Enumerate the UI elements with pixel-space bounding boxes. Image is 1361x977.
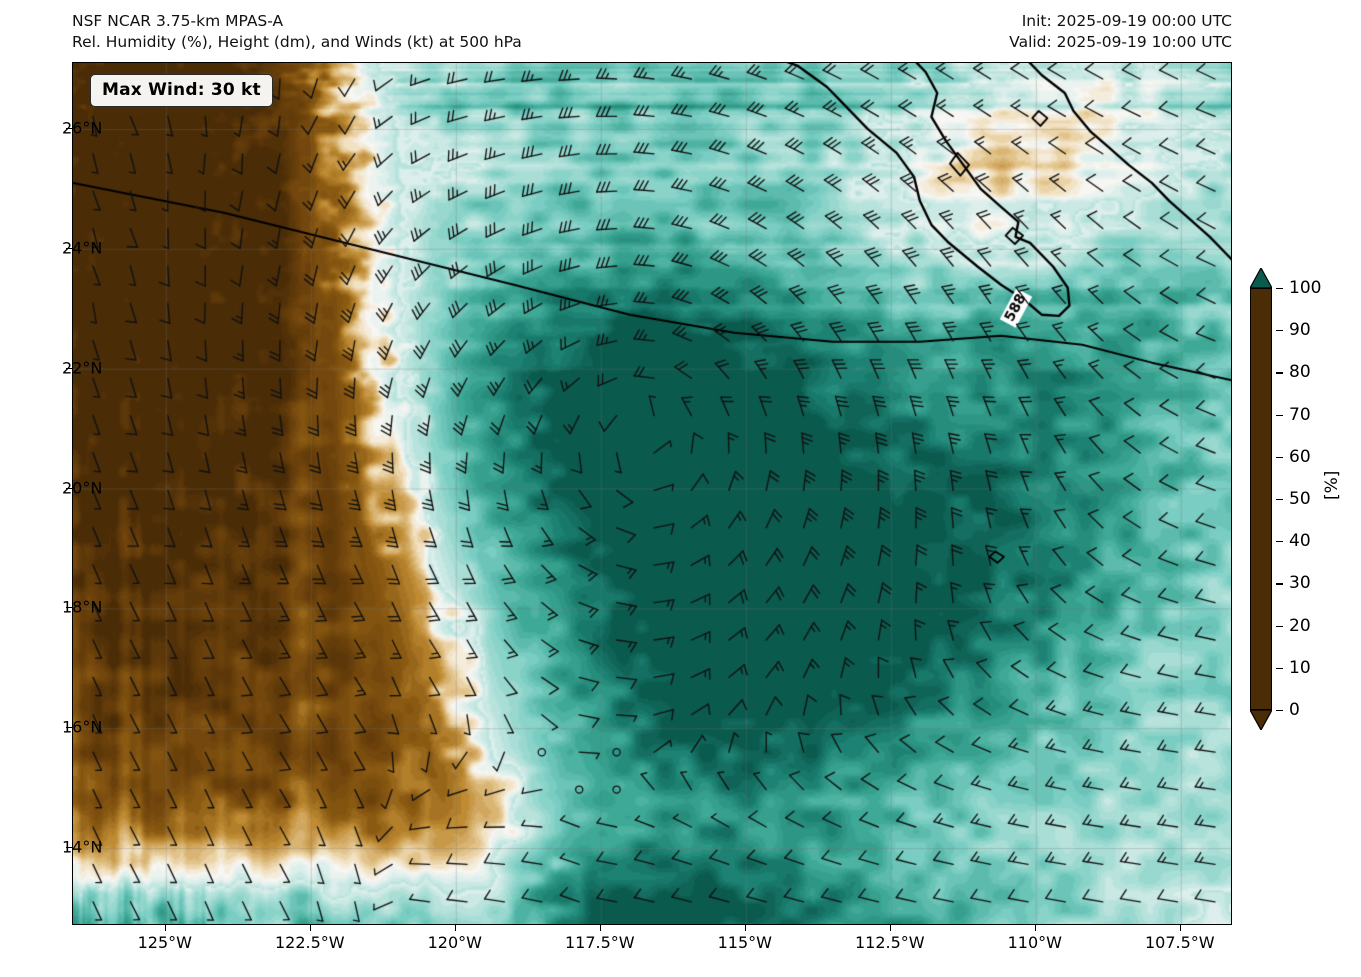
colorbar-tick-label: 60: [1289, 446, 1311, 467]
x-tick-mark: [1179, 925, 1181, 931]
header-left: NSF NCAR 3.75-km MPAS-A Rel. Humidity (%)…: [72, 11, 522, 53]
valid-time: Valid: 2025-09-19 10:00 UTC: [1009, 33, 1232, 51]
x-axis-label: 125°W: [137, 933, 192, 952]
colorbar-tick-mark: [1276, 541, 1283, 543]
colorbar-tick-label: 40: [1289, 531, 1311, 552]
colorbar-tick-label: 50: [1289, 489, 1311, 509]
max-wind-annotation: Max Wind: 30 kt: [90, 74, 273, 107]
colorbar-tick-label: 0: [1289, 700, 1300, 720]
map-plot-area: [72, 62, 1232, 925]
colorbar-tick-label: 100: [1289, 278, 1322, 298]
header-right: Init: 2025-09-19 00:00 UTC Valid: 2025-09…: [1009, 11, 1232, 53]
y-tick-mark: [66, 607, 72, 609]
x-tick-mark: [1034, 925, 1036, 931]
y-tick-mark: [66, 727, 72, 729]
colorbar-tick-mark: [1276, 499, 1283, 501]
x-axis-label: 117.5°W: [564, 933, 635, 952]
humidity-wind-map-canvas: [73, 63, 1231, 924]
x-tick-mark: [599, 925, 601, 931]
field-description: Rel. Humidity (%), Height (dm), and Wind…: [72, 33, 522, 51]
colorbar-tick-mark: [1276, 625, 1283, 627]
init-time: Init: 2025-09-19 00:00 UTC: [1021, 12, 1232, 30]
x-axis-label: 122.5°W: [274, 933, 345, 952]
y-tick-mark: [66, 487, 72, 489]
colorbar-tick-mark: [1276, 583, 1283, 585]
colorbar-bottom-arrow: [1250, 710, 1272, 730]
colorbar-tick-label: 30: [1289, 573, 1311, 594]
colorbar-tick-label: 90: [1289, 320, 1311, 341]
x-axis-label: 110°W: [1007, 933, 1062, 952]
colorbar-tick-mark: [1276, 710, 1283, 712]
colorbar-gradient: [1250, 288, 1272, 710]
x-axis-label: 115°W: [717, 933, 772, 952]
colorbar-tick-mark: [1276, 456, 1283, 458]
y-tick-mark: [66, 247, 72, 249]
colorbar: [1246, 268, 1276, 730]
colorbar-tick-mark: [1276, 330, 1283, 332]
x-axis-label: 112.5°W: [854, 933, 925, 952]
x-axis-label: 107.5°W: [1144, 933, 1215, 952]
colorbar-tick-label: 20: [1289, 615, 1311, 636]
y-tick-mark: [66, 847, 72, 849]
colorbar-tick-mark: [1276, 667, 1283, 669]
colorbar-unit-label: [%]: [1322, 470, 1342, 500]
colorbar-top-arrow: [1250, 268, 1272, 288]
colorbar-tick-label: 80: [1289, 362, 1311, 383]
x-tick-mark: [164, 925, 166, 931]
colorbar-tick-label: 10: [1289, 657, 1311, 678]
colorbar-tick-label: 70: [1289, 404, 1311, 425]
x-tick-mark: [309, 925, 311, 931]
colorbar-tick-mark: [1276, 372, 1283, 374]
x-axis-label: 120°W: [427, 933, 482, 952]
x-tick-mark: [454, 925, 456, 931]
colorbar-tick-mark: [1276, 288, 1283, 290]
colorbar-tick-mark: [1276, 414, 1283, 416]
x-tick-mark: [889, 925, 891, 931]
y-tick-mark: [66, 127, 72, 129]
model-name: NSF NCAR 3.75-km MPAS-A: [72, 12, 284, 30]
x-tick-mark: [744, 925, 746, 931]
y-tick-mark: [66, 367, 72, 369]
